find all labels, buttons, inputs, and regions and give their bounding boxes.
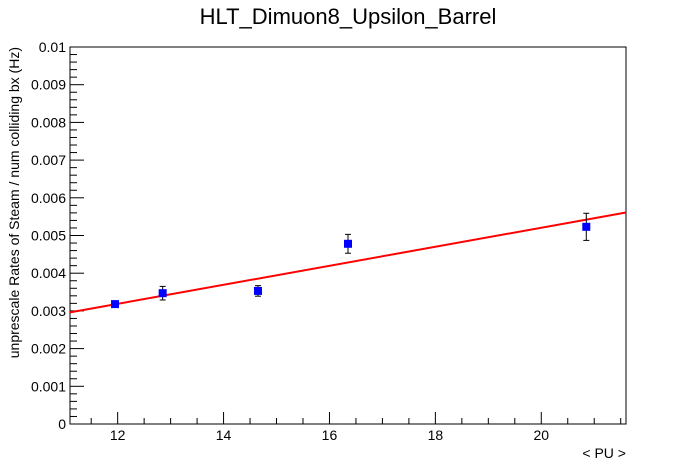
x-tick-label: 18 <box>428 427 444 443</box>
y-tick-label: 0.01 <box>39 39 66 55</box>
y-tick-label: 0.003 <box>31 303 66 319</box>
x-axis: 12 14 16 18 20 <box>90 412 622 443</box>
point-marker <box>582 222 591 231</box>
fit-layer <box>69 211 627 314</box>
point-marker <box>344 239 352 248</box>
data-point <box>582 212 591 241</box>
data-points <box>111 212 591 309</box>
data-point <box>111 300 120 309</box>
x-tick-label: 16 <box>322 427 338 443</box>
x-axis-label: < PU > <box>582 445 626 461</box>
y-axis-label: unprescale Rates of Steam / num collidin… <box>6 47 22 358</box>
point-marker <box>158 289 167 298</box>
y-tick-label: 0.004 <box>31 265 66 281</box>
y-tick-label: 0.007 <box>31 152 66 168</box>
y-tick-label: 0.005 <box>31 228 66 244</box>
y-tick-label: 0.008 <box>31 114 66 130</box>
data-point <box>158 285 167 301</box>
y-tick-label: 0.009 <box>31 77 66 93</box>
chart-title: HLT_Dimuon8_Upsilon_Barrel <box>200 4 497 29</box>
x-tick-label: 20 <box>533 427 549 443</box>
y-tick-label: 0.001 <box>31 378 66 394</box>
y-tick-label: 0.006 <box>31 190 66 206</box>
point-marker <box>253 286 262 295</box>
y-tick-label: 0 <box>58 416 66 432</box>
x-tick-label: 12 <box>110 427 126 443</box>
y-tick-label: 0.002 <box>31 341 66 357</box>
data-point <box>344 233 352 254</box>
data-point <box>253 285 262 297</box>
fit-line <box>69 211 627 314</box>
x-tick-label: 14 <box>216 427 232 443</box>
point-marker <box>111 300 120 309</box>
y-axis: 0 0.001 0.002 0.003 0.004 0.005 0.006 0.007 0.00… <box>31 39 84 432</box>
